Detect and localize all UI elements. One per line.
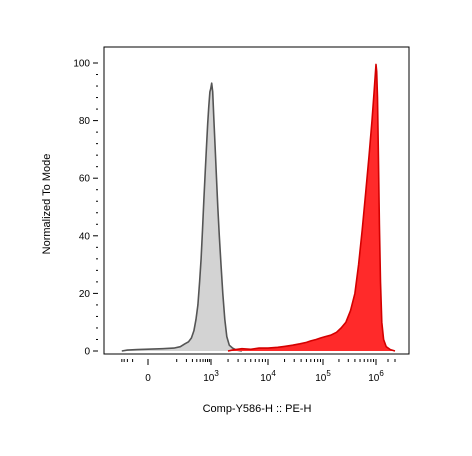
series-2-area bbox=[228, 64, 395, 352]
series-layer bbox=[121, 63, 396, 352]
x-tick-label: 104 bbox=[260, 369, 276, 384]
y-tick-label: 0 bbox=[84, 347, 90, 358]
plot-area bbox=[103, 46, 410, 355]
y-tick-label: 80 bbox=[79, 116, 91, 127]
plot-frame bbox=[103, 46, 410, 355]
y-axis-title: Normalized To Mode bbox=[41, 154, 53, 255]
x-tick-label: 105 bbox=[315, 369, 331, 384]
series-2-outline bbox=[227, 63, 396, 352]
series-1-area bbox=[121, 83, 242, 351]
series-1-outline bbox=[121, 82, 243, 352]
y-tick-label: 100 bbox=[73, 59, 90, 70]
x-tick-label: 103 bbox=[203, 369, 219, 384]
y-tick-label: 20 bbox=[79, 289, 91, 300]
y-axis: 0 20 40 60 80 100 bbox=[73, 59, 98, 358]
x-axis-title: Comp-Y586-H :: PE-H bbox=[203, 403, 312, 415]
x-tick-label: 106 bbox=[368, 369, 384, 384]
y-tick-label: 40 bbox=[79, 231, 91, 242]
y-tick-label: 60 bbox=[79, 174, 91, 185]
x-axis: 0 103 104 105 106 bbox=[121, 359, 396, 384]
x-tick-label: 0 bbox=[145, 373, 151, 384]
